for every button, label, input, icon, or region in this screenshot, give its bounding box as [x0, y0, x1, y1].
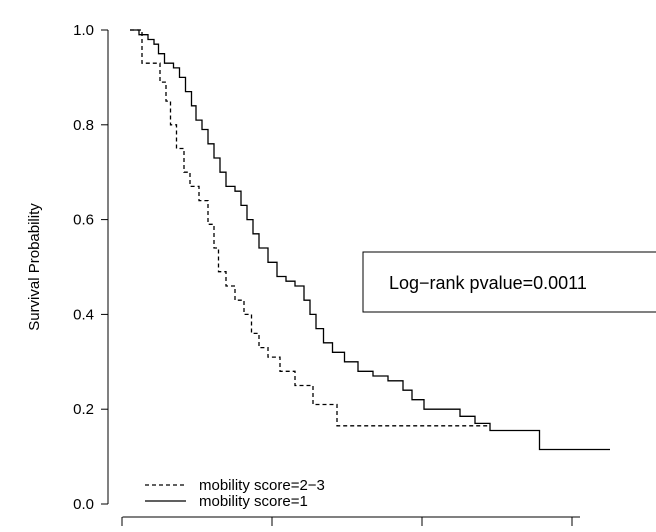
- y-tick-label: 0.8: [73, 117, 94, 134]
- annotation-text: Log−rank pvalue=0.0011: [389, 273, 587, 293]
- series-line-mobility-2-3: [130, 29, 490, 427]
- y-tick-label: 1.0: [73, 22, 94, 39]
- pvalue-annotation: Log−rank pvalue=0.0011: [362, 251, 656, 313]
- y-tick-label: 0.4: [73, 306, 94, 323]
- y-tick-label: 0.0: [73, 496, 94, 513]
- y-ticks: 0.0 0.2 0.4 0.6 0.8 1.0: [73, 22, 108, 513]
- legend-label: mobility score=1: [199, 493, 308, 510]
- annotation-box: [362, 251, 656, 313]
- y-axis-title: Survival Probability: [26, 203, 43, 331]
- legend-label: mobility score=2−3: [199, 477, 325, 494]
- y-tick-label: 0.6: [73, 212, 94, 229]
- y-tick-label: 0.2: [73, 401, 94, 418]
- x-ticks: [121, 517, 573, 526]
- series-layer: [130, 29, 610, 451]
- axes: [107, 30, 580, 518]
- series-line-mobility-1: [130, 29, 610, 451]
